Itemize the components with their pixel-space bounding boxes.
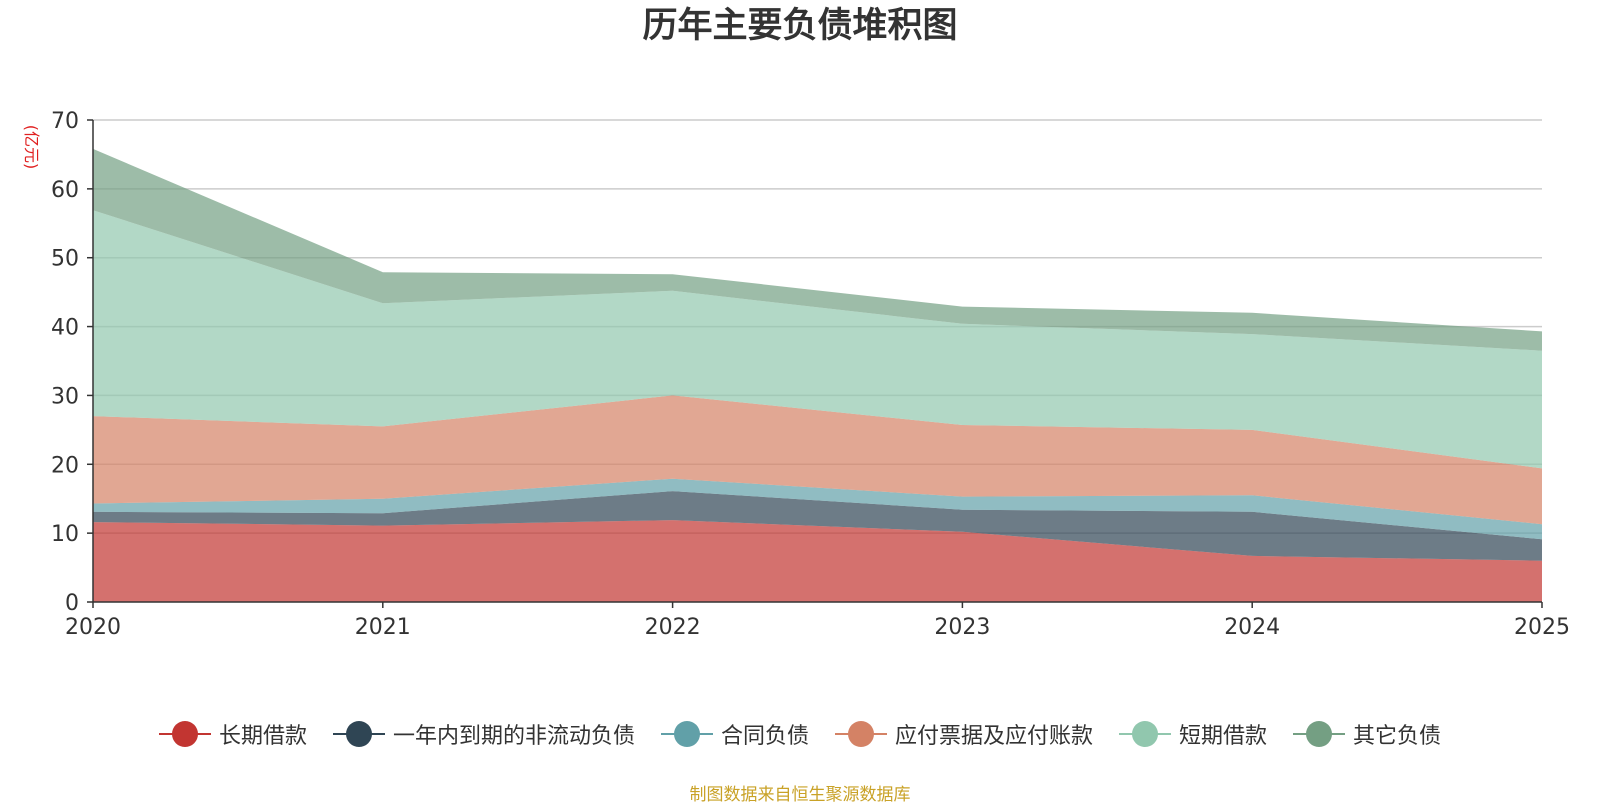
x-tick-label-2020: 2020 <box>65 615 121 640</box>
legend-item-3[interactable]: 应付票据及应付账款 <box>835 718 1093 750</box>
y-tick-label-10: 10 <box>51 522 79 547</box>
legend-label: 长期借款 <box>219 718 307 750</box>
area-layer <box>93 149 1542 602</box>
legend-swatch-icon <box>661 721 713 747</box>
legend-swatch-dot <box>674 721 700 747</box>
legend-swatch-dot <box>172 721 198 747</box>
y-tick-label-50: 50 <box>51 247 79 272</box>
y-tick-label-20: 20 <box>51 453 79 478</box>
legend-label: 应付票据及应付账款 <box>895 718 1093 750</box>
legend-swatch-dot <box>346 721 372 747</box>
x-tick-label-2023: 2023 <box>934 615 990 640</box>
legend-swatch-icon <box>1293 721 1345 747</box>
y-tick-label-70: 70 <box>51 109 79 134</box>
legend-item-4[interactable]: 短期借款 <box>1119 718 1267 750</box>
legend-swatch-dot <box>1306 721 1332 747</box>
legend-label: 合同负债 <box>721 718 809 750</box>
y-tick-label-60: 60 <box>51 178 79 203</box>
legend-swatch-icon <box>1119 721 1171 747</box>
legend-swatch-icon <box>159 721 211 747</box>
legend-swatch-icon <box>333 721 385 747</box>
legend-item-5[interactable]: 其它负债 <box>1293 718 1441 750</box>
legend-swatch-dot <box>848 721 874 747</box>
y-tick-label-40: 40 <box>51 316 79 341</box>
y-tick-label-0: 0 <box>65 591 79 616</box>
y-tick-label-30: 30 <box>51 384 79 409</box>
legend-item-0[interactable]: 长期借款 <box>159 718 307 750</box>
legend-label: 短期借款 <box>1179 718 1267 750</box>
x-tick-label-2025: 2025 <box>1514 615 1570 640</box>
legend-label: 其它负债 <box>1353 718 1441 750</box>
legend-swatch-dot <box>1132 721 1158 747</box>
x-tick-label-2022: 2022 <box>645 615 701 640</box>
source-note: 制图数据来自恒生聚源数据库 <box>0 780 1600 805</box>
legend-swatch-icon <box>835 721 887 747</box>
legend-item-1[interactable]: 一年内到期的非流动负债 <box>333 718 635 750</box>
legend-item-2[interactable]: 合同负债 <box>661 718 809 750</box>
legend: 长期借款 一年内到期的非流动负债 合同负债 应付票据及应付账款 短期借款 其它负债 <box>0 718 1600 750</box>
legend-label: 一年内到期的非流动负债 <box>393 718 635 750</box>
x-tick-label-2024: 2024 <box>1224 615 1280 640</box>
y-axis-label: (亿元) <box>22 125 41 170</box>
x-tick-label-2021: 2021 <box>355 615 411 640</box>
